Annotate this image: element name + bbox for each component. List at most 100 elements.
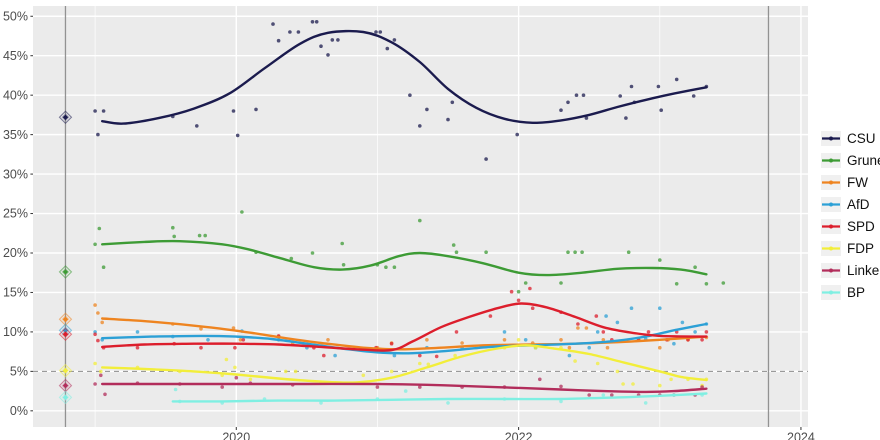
spd-poll-point	[199, 345, 203, 350]
linke-poll-point	[375, 385, 380, 389]
legend-key-spd-line-icon	[821, 218, 841, 234]
grune-poll-point	[341, 263, 346, 267]
bp-election-result-marker	[58, 390, 73, 405]
afd-poll-point	[693, 330, 697, 334]
grune-poll-point	[172, 234, 176, 239]
grune-poll-point	[240, 210, 244, 214]
afd-poll-point	[587, 345, 591, 350]
grune-poll-point	[101, 265, 106, 270]
diamond-shape	[58, 327, 73, 342]
grune-poll-point	[454, 250, 459, 254]
csu-poll-point	[515, 132, 519, 137]
spd-poll-point	[704, 330, 709, 334]
linke-poll-point	[234, 375, 239, 380]
csu-poll-point	[288, 30, 292, 34]
fdp-poll-point	[453, 353, 457, 358]
spd-poll-point	[93, 332, 97, 337]
grune-poll-point	[310, 251, 315, 255]
linke-poll-point	[538, 377, 542, 382]
fw-poll-point	[460, 341, 464, 345]
bp-poll-point	[403, 389, 408, 393]
grune-poll-point	[523, 281, 528, 285]
csu-poll-point	[93, 109, 97, 113]
csu-poll-points	[93, 20, 709, 161]
csu-poll-point	[271, 22, 275, 26]
spd-poll-point	[646, 330, 651, 334]
linke-poll-point	[587, 393, 591, 397]
csu-poll-point	[584, 116, 589, 120]
legend-key-fw-line-icon	[821, 174, 841, 190]
spd-poll-point	[509, 289, 514, 294]
grune-poll-point	[418, 218, 422, 223]
fw-poll-point	[100, 320, 104, 325]
x-tick-label-2024: 2024	[787, 431, 815, 440]
fw-poll-point	[605, 345, 610, 350]
y-tick-label-0: 0%	[10, 404, 28, 418]
grune-election-result-marker	[58, 265, 73, 279]
spd-poll-point	[96, 338, 100, 343]
csu-poll-point	[378, 30, 383, 34]
csu-poll-point	[319, 44, 323, 48]
fdp-poll-point	[516, 338, 521, 342]
grune-poll-point	[171, 225, 175, 230]
csu-poll-point	[195, 124, 199, 128]
afd-poll-point	[604, 314, 608, 318]
legend-item-spd: SPD	[821, 215, 880, 237]
spd-poll-point	[530, 306, 535, 311]
bp-poll-point	[319, 401, 323, 405]
fdp-poll-point	[573, 359, 577, 363]
csu-poll-point	[314, 20, 319, 24]
legend-item-grune: Grune	[821, 149, 880, 171]
fdp-poll-point	[224, 357, 229, 362]
csu-poll-point	[425, 107, 429, 112]
fw-poll-point	[576, 326, 580, 330]
y-tick-label-20: 20%	[3, 246, 28, 260]
linke-poll-point	[99, 373, 103, 378]
csu-poll-point	[418, 124, 422, 128]
csu-poll-point	[235, 133, 240, 138]
linke-poll-point	[103, 392, 107, 397]
fdp-poll-point	[233, 365, 237, 370]
spd-poll-point	[233, 345, 237, 350]
legend-item-afd: AfD	[821, 193, 880, 215]
legend-key-bp-line-icon	[821, 284, 841, 300]
csu-trend-line	[101, 29, 708, 125]
fdp-trend-line	[101, 344, 708, 384]
grune-poll-point	[484, 250, 488, 254]
fdp-poll-point	[426, 362, 431, 367]
grune-poll-point	[197, 233, 202, 238]
diamond-shape	[62, 331, 69, 337]
y-tick-label-45: 45%	[3, 49, 28, 63]
legend-item-bp: BP	[821, 281, 880, 303]
csu-poll-point	[674, 77, 679, 82]
diamond-shape	[58, 265, 73, 279]
legend-key-linke-line-icon	[821, 262, 841, 278]
linke-poll-point	[610, 393, 614, 397]
bp-trend-line	[171, 392, 708, 403]
spd-poll-point	[434, 354, 439, 359]
grune-poll-point	[559, 281, 563, 285]
afd-poll-point	[567, 353, 572, 358]
spd-poll-point	[594, 314, 599, 318]
csu-poll-point	[581, 93, 586, 97]
spd-poll-point	[700, 338, 704, 342]
grune-poll-point	[384, 265, 388, 270]
fdp-poll-point	[669, 377, 673, 382]
fdp-poll-point	[248, 377, 253, 382]
x-tick-label-2020: 2020	[222, 431, 250, 440]
csu-poll-point	[310, 20, 315, 24]
afd-poll-point	[615, 320, 620, 325]
csu-poll-point	[624, 116, 628, 120]
grune-poll-point	[340, 241, 345, 246]
csu-poll-point	[392, 38, 397, 42]
legend-label-bp: BP	[847, 284, 866, 300]
grune-poll-point	[289, 256, 294, 261]
grune-poll-point	[658, 258, 662, 262]
y-tick-label-50: 50%	[3, 9, 28, 23]
fdp-poll-point	[283, 369, 288, 374]
afd-poll-point	[680, 320, 685, 325]
spd-trend-line	[101, 302, 708, 352]
legend-label-csu: CSU	[847, 130, 876, 146]
y-tick-label-35: 35%	[3, 128, 28, 142]
